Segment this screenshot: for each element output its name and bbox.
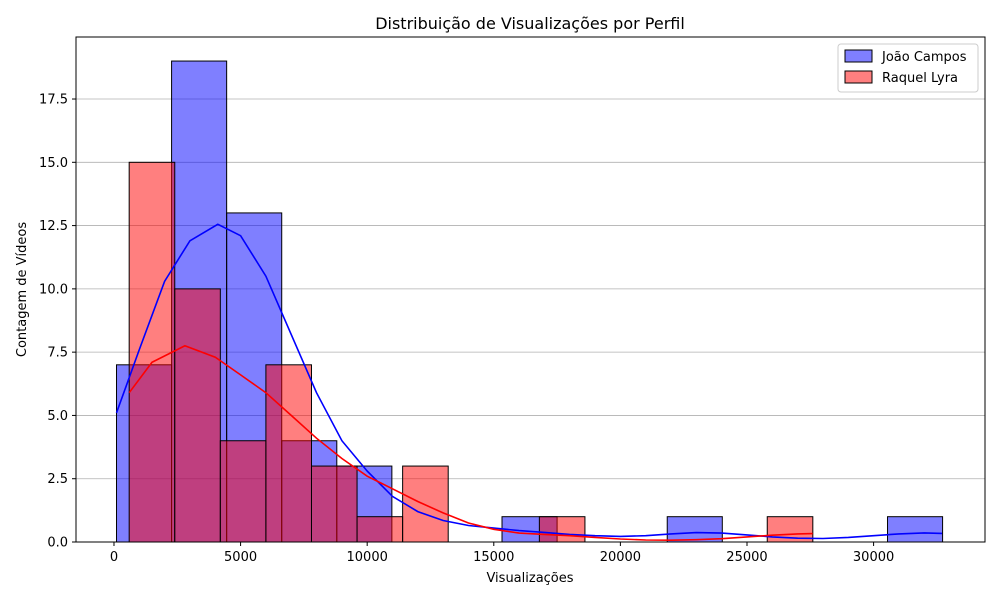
plot-frame bbox=[75, 36, 986, 543]
x-tick-label: 10000 bbox=[347, 550, 388, 565]
histogram-bars bbox=[116, 60, 944, 543]
histogram-bar-raquel-lyra bbox=[538, 516, 586, 543]
legend-label-joao-campos: João Campos bbox=[881, 50, 967, 65]
y-tick-label: 12.5 bbox=[39, 219, 68, 234]
histogram-bar-raquel-lyra bbox=[356, 516, 404, 543]
x-tick-label: 25000 bbox=[726, 550, 767, 565]
x-tick-label: 30000 bbox=[853, 550, 894, 565]
kde-curves bbox=[115, 223, 943, 542]
histogram-bar-raquel-lyra bbox=[128, 161, 176, 543]
y-tick-label: 0.0 bbox=[47, 536, 68, 551]
histogram-bar-joao-campos bbox=[666, 516, 723, 543]
y-tick-label: 5.0 bbox=[47, 409, 68, 424]
y-tick-label: 2.5 bbox=[47, 472, 68, 487]
y-tick-label: 15.0 bbox=[39, 156, 68, 171]
y-tick-label: 7.5 bbox=[47, 346, 68, 361]
histogram-bar-raquel-lyra bbox=[402, 465, 449, 543]
chart-title: Distribuição de Visualizações por Perfil bbox=[375, 14, 685, 33]
kde-line-raquel-lyra bbox=[128, 344, 813, 542]
kde-line-joao-campos bbox=[115, 223, 943, 540]
x-axis-label: Visualizações bbox=[486, 571, 573, 586]
histogram-bar-raquel-lyra bbox=[219, 440, 267, 543]
histogram-bar-joao-campos bbox=[887, 516, 944, 543]
x-axis-ticks: 0 5000 10000 15000 20000 25000 30000 bbox=[110, 542, 894, 565]
legend-swatch-raquel-lyra bbox=[844, 70, 873, 84]
legend-swatch-joao-campos bbox=[844, 49, 873, 63]
x-tick-label: 0 bbox=[110, 550, 118, 565]
x-tick-label: 20000 bbox=[600, 550, 641, 565]
legend-label-raquel-lyra: Raquel Lyra bbox=[882, 71, 958, 86]
histogram-bar-raquel-lyra bbox=[310, 465, 358, 543]
legend: João Campos Raquel Lyra bbox=[837, 43, 979, 93]
y-axis-ticks: 0.0 2.5 5.0 7.5 10.0 12.5 15.0 17.5 bbox=[39, 93, 76, 551]
histogram-bar-raquel-lyra bbox=[174, 288, 221, 543]
y-tick-label: 10.0 bbox=[39, 282, 68, 297]
legend-box bbox=[837, 43, 979, 93]
histogram-bar-raquel-lyra bbox=[265, 364, 312, 543]
x-tick-label: 15000 bbox=[473, 550, 514, 565]
x-tick-label: 5000 bbox=[224, 550, 257, 565]
y-axis-label: Contagem de Vídeos bbox=[15, 222, 30, 357]
y-tick-label: 17.5 bbox=[39, 93, 68, 108]
